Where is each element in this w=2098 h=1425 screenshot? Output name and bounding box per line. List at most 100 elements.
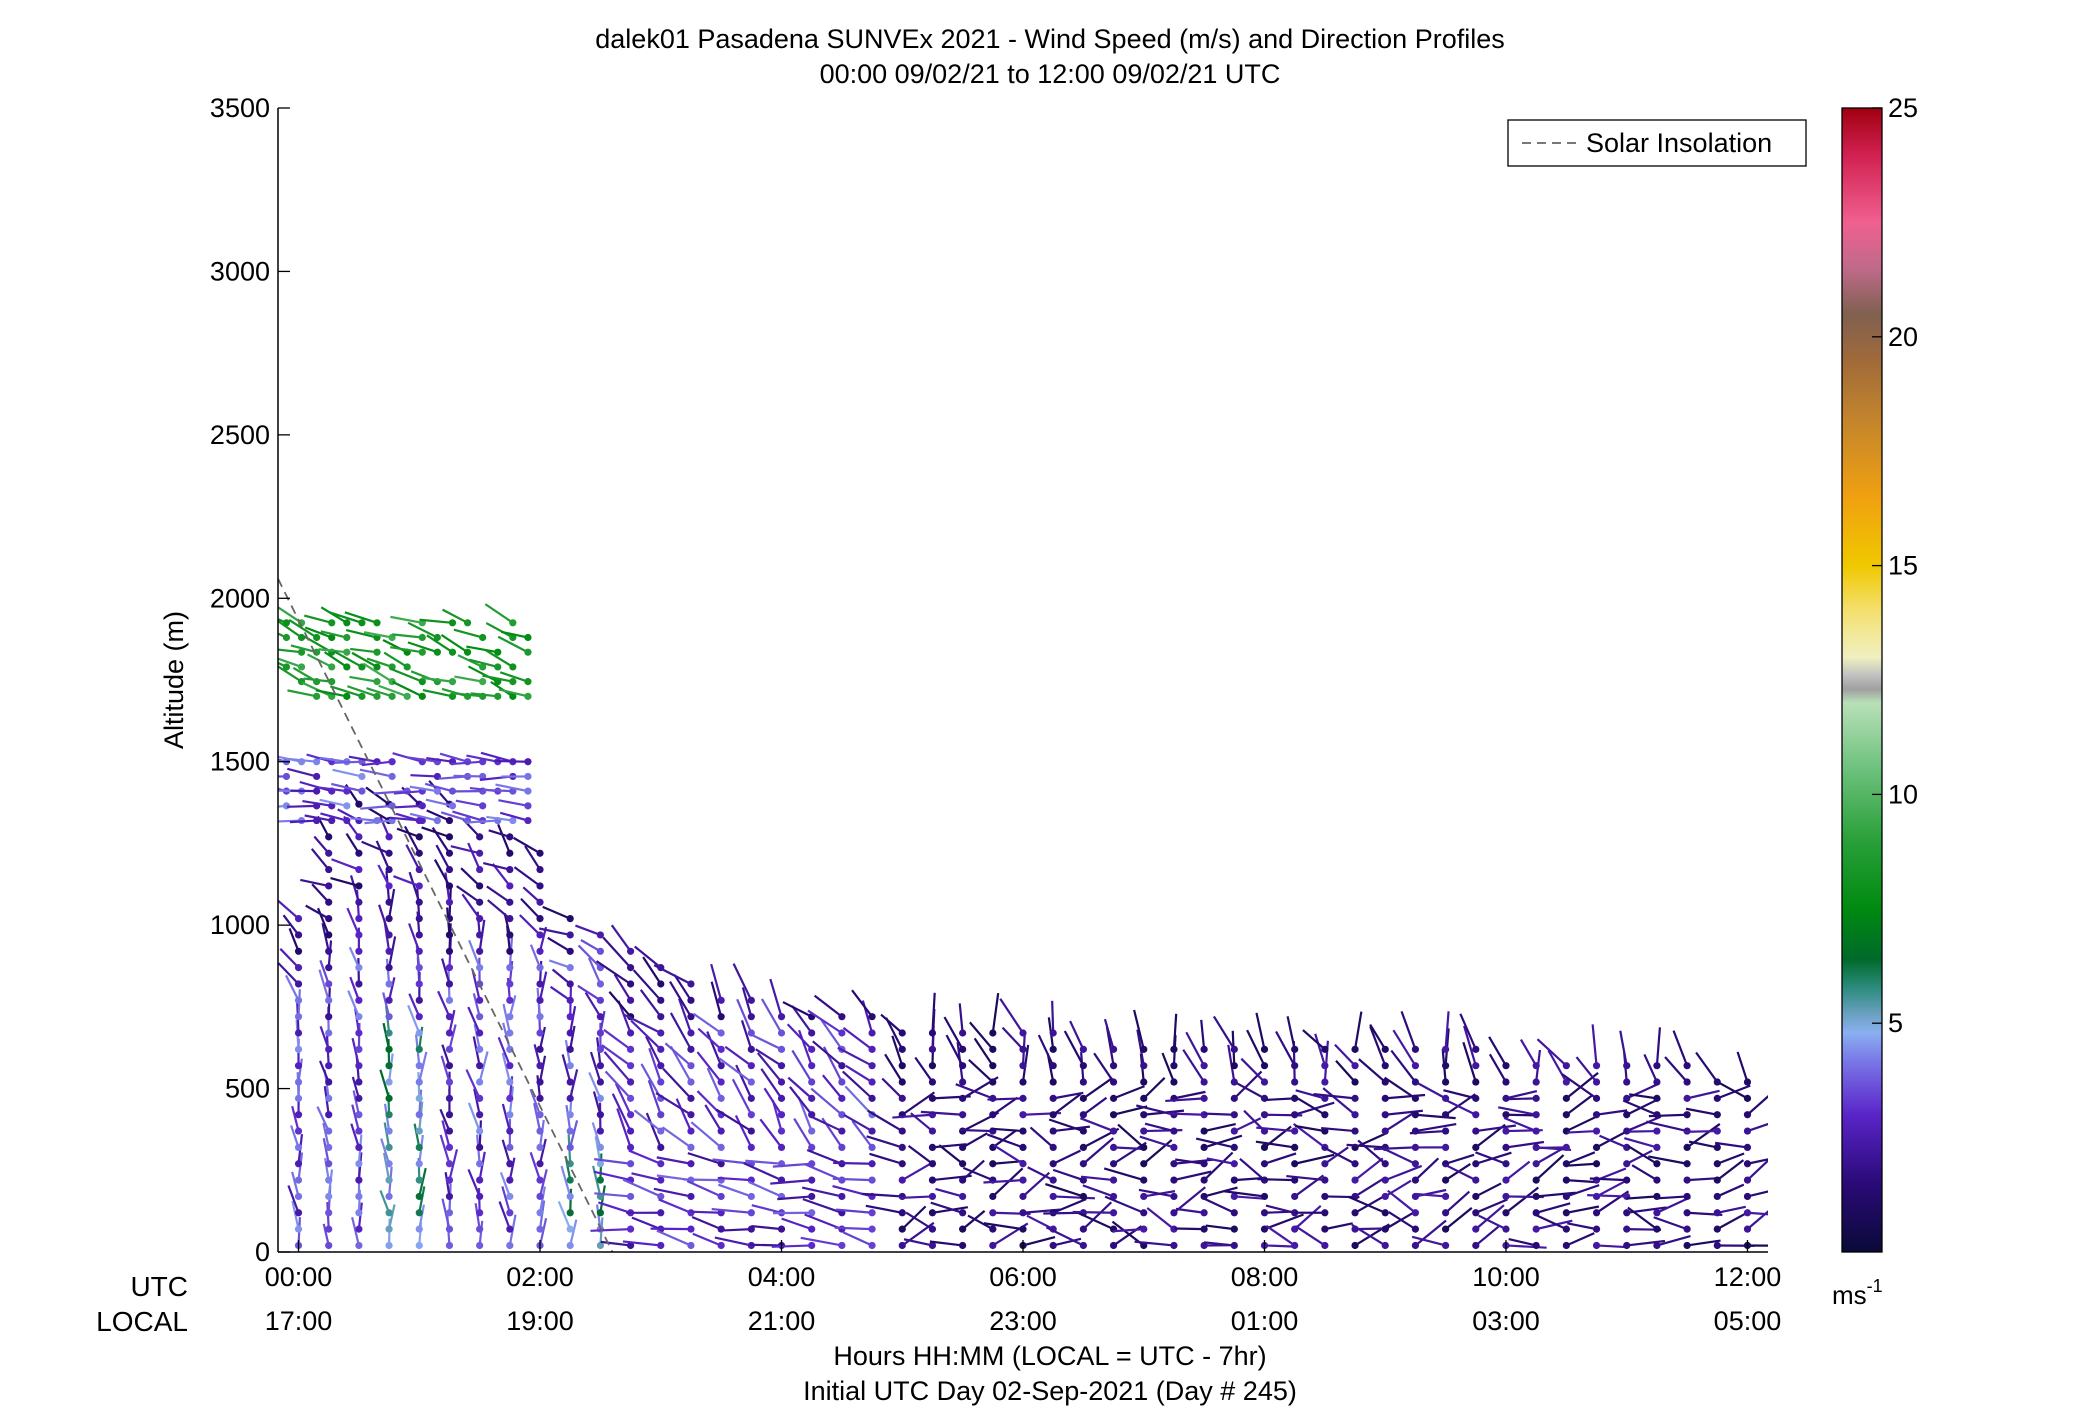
wind-barb-shaft [1053, 1125, 1091, 1133]
wind-barb-point [1260, 1225, 1269, 1233]
wind-barb-shaft [1264, 1152, 1297, 1165]
wind-barb-shaft [313, 835, 330, 854]
wind-barb-point [1170, 1062, 1178, 1070]
wind-barb-point [1532, 1192, 1540, 1201]
wind-barb-point [717, 1045, 725, 1053]
wind-barb-point [1321, 1176, 1329, 1184]
wind-barb-shaft [786, 1023, 813, 1051]
wind-barb-point [777, 1225, 786, 1233]
wind-barb-shaft [278, 657, 302, 668]
wind-barb-point [1140, 1143, 1148, 1152]
wind-barb-point [566, 1127, 574, 1135]
wind-barb-shaft [1695, 1051, 1719, 1083]
wind-barb-point [1230, 1062, 1238, 1070]
wind-barb-shaft [569, 1219, 578, 1246]
wind-barb-point [524, 802, 532, 810]
wind-barb-shaft [983, 1222, 1024, 1231]
wind-barb-shaft [444, 1171, 451, 1197]
wind-barb-shaft [529, 1088, 542, 1116]
wind-barb-point [657, 1192, 665, 1201]
wind-barb-shaft [1257, 1178, 1295, 1182]
wind-barb-point [868, 1176, 876, 1184]
wind-barb-shaft [1415, 1192, 1446, 1198]
wind-barb-shaft [1347, 1195, 1386, 1214]
wind-barb-point [433, 648, 441, 656]
wind-barb-point [626, 964, 635, 972]
wind-barb-shaft [1443, 1089, 1477, 1100]
wind-barb-shaft [865, 1204, 903, 1214]
wind-barb-point [687, 1045, 695, 1053]
wind-barb-point [313, 787, 321, 795]
wind-barb-point [385, 1127, 393, 1135]
wind-barb-point [403, 663, 411, 671]
wind-barb-shaft [992, 1167, 1024, 1198]
wind-barb-shaft [1143, 1139, 1173, 1165]
wind-barb-shaft [466, 754, 498, 763]
wind-barb-shaft [383, 651, 408, 668]
wind-barb-point [506, 1111, 514, 1119]
wind-barb-point [1230, 1094, 1238, 1102]
wind-barb-point [1502, 1143, 1510, 1152]
wind-barb-point [1562, 1160, 1570, 1168]
wind-barb-shaft [1746, 1159, 1768, 1181]
wind-barb-shaft [945, 1034, 964, 1067]
wind-barb-point [476, 1078, 484, 1086]
wind-barb-shaft [394, 804, 423, 809]
wind-barb-shaft [366, 687, 393, 698]
wind-barb-point [415, 1192, 423, 1201]
wind-barb-point [355, 1225, 363, 1233]
wind-barb-shaft [1714, 1141, 1748, 1149]
wind-barb-shaft [448, 1024, 457, 1050]
wind-barb-point [1291, 1176, 1299, 1184]
wind-barb-point [1743, 1078, 1752, 1086]
wind-barb-point [506, 996, 514, 1004]
wind-barb-shaft [656, 1229, 692, 1247]
wind-barb-shaft [330, 877, 360, 887]
wind-barb-shaft [1346, 1143, 1386, 1149]
wind-barb-shaft [1133, 1009, 1145, 1050]
wind-barb-point [1743, 1176, 1752, 1184]
wind-barb-shaft [1203, 1241, 1235, 1247]
wind-barb-point [506, 931, 514, 939]
wind-barb-shaft [426, 634, 454, 654]
wind-barb-point [838, 1029, 846, 1037]
wind-barb-shaft [1265, 1204, 1295, 1214]
wind-barb-shaft [832, 1177, 873, 1182]
wind-barb-point [325, 1176, 333, 1184]
wind-barb-shaft [594, 1192, 631, 1198]
wind-barb-shaft [1631, 1164, 1658, 1182]
wind-barb-shaft [278, 606, 303, 624]
wind-barb-shaft [696, 1051, 722, 1083]
wind-barb-shaft [367, 806, 390, 822]
wind-barb-shaft [289, 819, 317, 824]
wind-barb-shaft [498, 1201, 511, 1230]
wind-barb-point [509, 816, 517, 825]
wind-barb-point [506, 980, 514, 988]
wind-barb-shaft [1475, 1151, 1507, 1165]
wind-barb-shaft [798, 1029, 813, 1067]
wind-barb-point [777, 1094, 786, 1102]
wind-barb-point [717, 1127, 725, 1135]
wind-barb-point [509, 678, 517, 686]
wind-barb-point [1381, 1225, 1389, 1233]
wind-barb-shaft [329, 685, 363, 698]
wind-barb-shaft [608, 991, 632, 1018]
wind-barb-shaft [385, 958, 391, 985]
wind-barb-shaft [413, 1123, 421, 1148]
chart-title: dalek01 Pasadena SUNVEx 2021 - Wind Spee… [595, 24, 1504, 54]
wind-barb-point [476, 1013, 484, 1021]
wind-barb-point [898, 1225, 906, 1233]
wind-barb-shaft [577, 944, 602, 969]
wind-barb-point [596, 1209, 604, 1217]
wind-barb-point [657, 1143, 665, 1152]
wind-barb-point [1109, 1111, 1118, 1119]
wind-barb-shaft [538, 1138, 547, 1164]
wind-barb-point [1442, 1176, 1450, 1184]
wind-barb-shaft [278, 962, 300, 985]
wind-barb-point [445, 980, 454, 988]
wind-barb-point [898, 1241, 906, 1250]
wind-barb-point [808, 1078, 816, 1086]
wind-barb-shaft [278, 632, 287, 639]
wind-barb-shaft [587, 957, 602, 985]
wind-barb-point [1442, 1127, 1450, 1135]
